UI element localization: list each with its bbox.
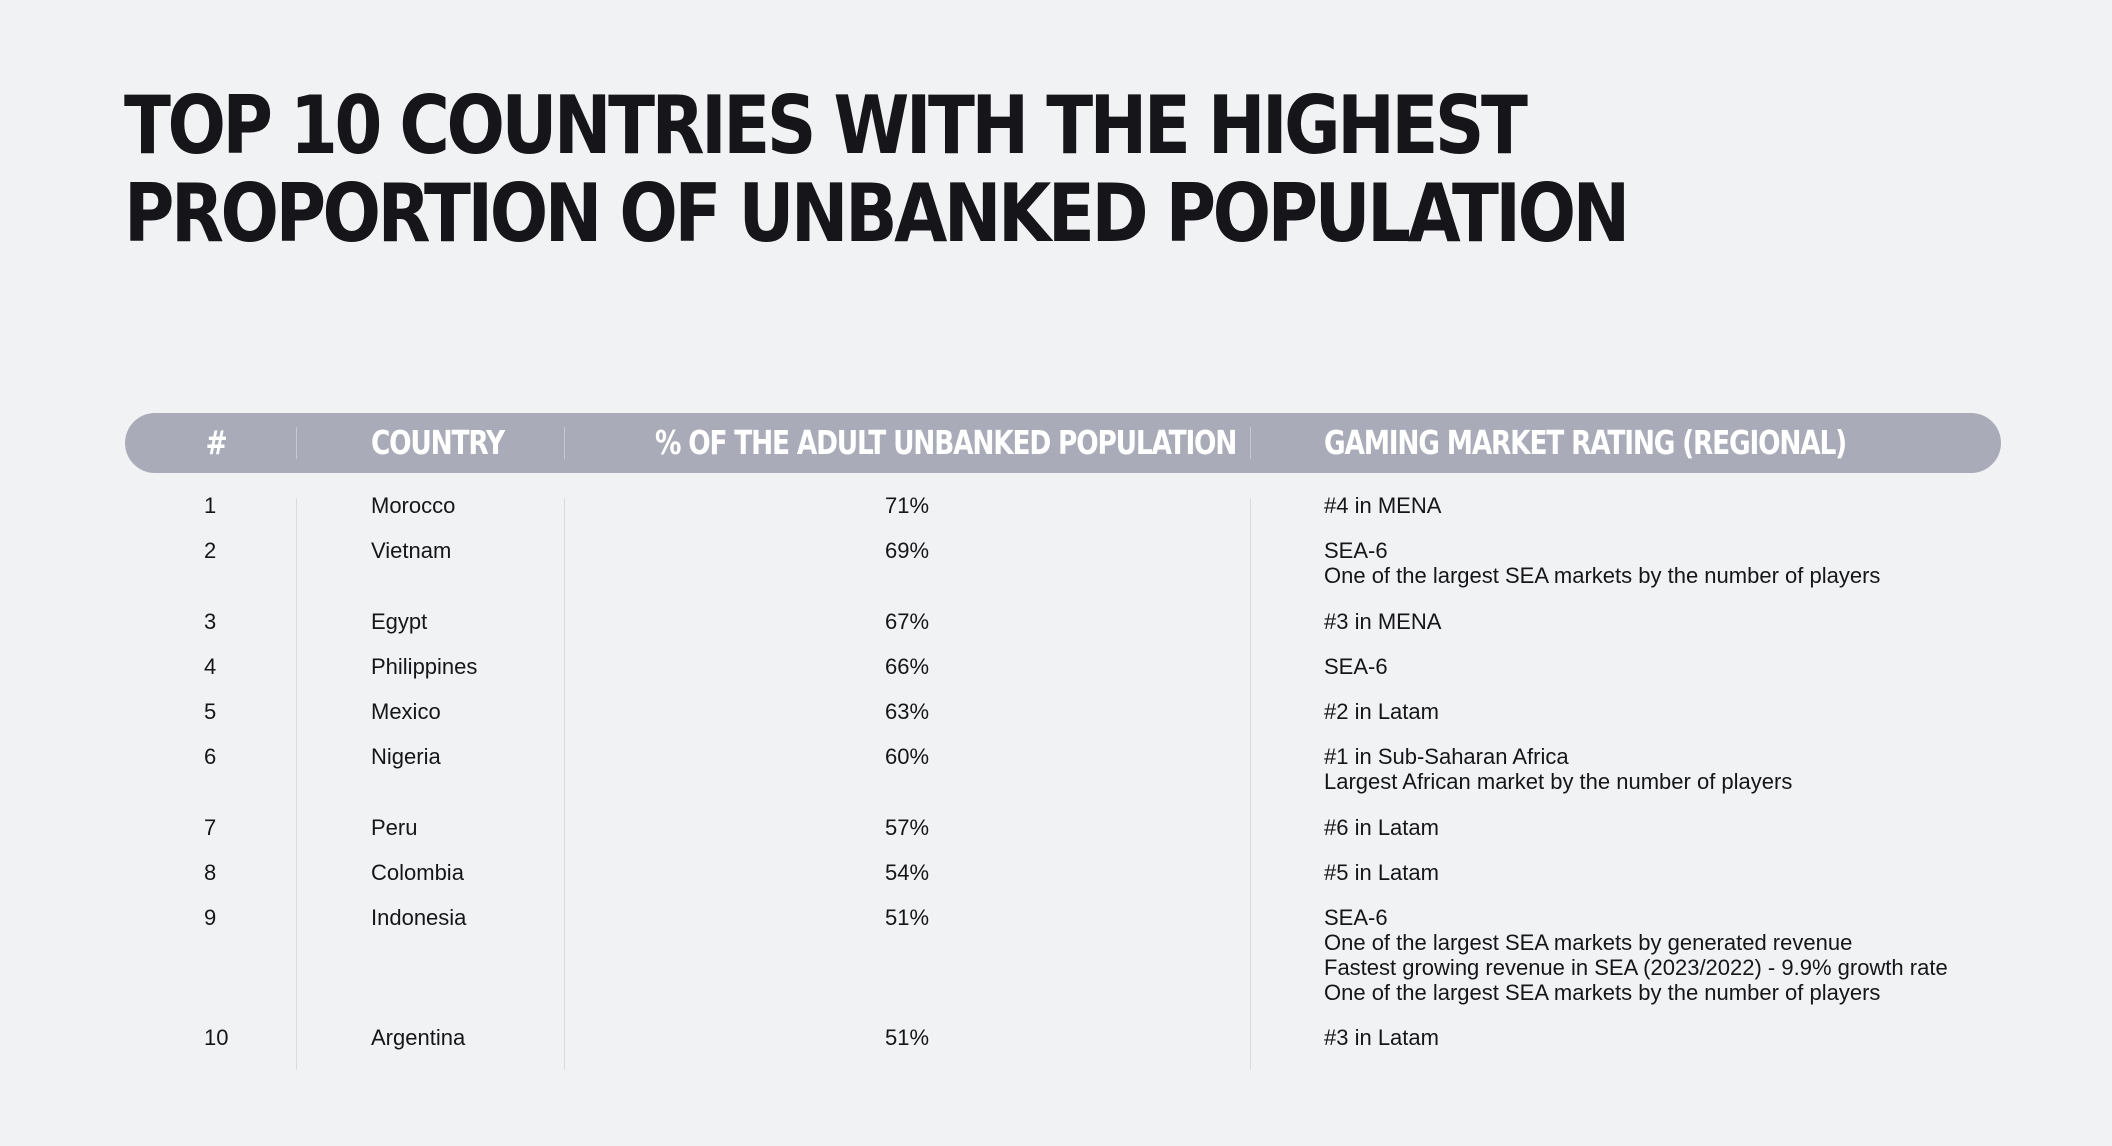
row-number: 7 bbox=[204, 815, 217, 840]
row-rating: #2 in Latam bbox=[1324, 699, 1439, 724]
row-country: Morocco bbox=[371, 493, 456, 518]
header-divider bbox=[564, 427, 565, 459]
row-percent: 54% bbox=[885, 860, 930, 885]
row-number: 3 bbox=[204, 609, 217, 634]
table-body: 1 Morocco 71% #4 in MENA 2 Vietnam 69% S… bbox=[125, 473, 2001, 1070]
row-percent: 63% bbox=[885, 699, 930, 724]
rating-line: One of the largest SEA markets by the nu… bbox=[1324, 563, 1881, 588]
row-percent: 71% bbox=[885, 493, 930, 518]
header-percent: % OF THE ADULT UNBANKED POPULATION bbox=[655, 423, 1237, 462]
rating-line: One of the largest SEA markets by the nu… bbox=[1324, 980, 1881, 1005]
row-country: Argentina bbox=[371, 1025, 466, 1050]
header-divider bbox=[1250, 427, 1251, 459]
rating-line: #3 in MENA bbox=[1324, 609, 1442, 634]
page-title-line-1: TOP 10 COUNTRIES WITH THE HIGHEST bbox=[124, 79, 1528, 172]
header-rating: GAMING MARKET RATING (REGIONAL) bbox=[1324, 423, 1847, 462]
row-percent: 67% bbox=[885, 609, 930, 634]
rating-line: SEA-6 bbox=[1324, 538, 1388, 563]
table-row: 7 Peru 57% #6 in Latam bbox=[125, 807, 2001, 852]
rating-line: #5 in Latam bbox=[1324, 860, 1439, 885]
column-divider bbox=[296, 498, 297, 1070]
table-row: 3 Egypt 67% #3 in MENA bbox=[125, 601, 2001, 646]
row-percent: 51% bbox=[885, 905, 930, 930]
table-row: 6 Nigeria 60% #1 in Sub-Saharan Africa L… bbox=[125, 736, 2001, 807]
row-country: Philippines bbox=[371, 654, 478, 679]
unbanked-countries-table: # COUNTRY % OF THE ADULT UNBANKED POPULA… bbox=[125, 413, 2001, 1070]
page-title: TOP 10 COUNTRIES WITH THE HIGHEST PROPOR… bbox=[124, 79, 1630, 260]
row-rating: SEA-6 One of the largest SEA markets by … bbox=[1324, 905, 1948, 1005]
header-divider bbox=[296, 427, 297, 459]
row-percent: 69% bbox=[885, 538, 930, 563]
row-country: Vietnam bbox=[371, 538, 452, 563]
table-row: 1 Morocco 71% #4 in MENA bbox=[125, 485, 2001, 530]
row-country: Nigeria bbox=[371, 744, 441, 769]
column-divider bbox=[1250, 498, 1251, 1070]
column-divider bbox=[564, 498, 565, 1070]
table-row: 2 Vietnam 69% SEA-6 One of the largest S… bbox=[125, 530, 2001, 601]
row-number: 1 bbox=[204, 493, 217, 518]
page-title-line-2: PROPORTION OF UNBANKED POPULATION bbox=[124, 167, 1630, 260]
table-row: 10 Argentina 51% #3 in Latam bbox=[125, 1017, 2001, 1062]
table-row: 8 Colombia 54% #5 in Latam bbox=[125, 852, 2001, 897]
header-number: # bbox=[205, 423, 228, 462]
rating-line: SEA-6 bbox=[1324, 905, 1388, 930]
row-number: 9 bbox=[204, 905, 217, 930]
row-number: 4 bbox=[204, 654, 217, 679]
rating-line: #6 in Latam bbox=[1324, 815, 1439, 840]
rating-line: Fastest growing revenue in SEA (2023/202… bbox=[1324, 955, 1948, 980]
row-number: 10 bbox=[204, 1025, 229, 1050]
row-number: 5 bbox=[204, 699, 217, 724]
table-row: 4 Philippines 66% SEA-6 bbox=[125, 646, 2001, 691]
row-country: Colombia bbox=[371, 860, 464, 885]
row-rating: SEA-6 One of the largest SEA markets by … bbox=[1324, 538, 1880, 588]
row-rating: #5 in Latam bbox=[1324, 860, 1439, 885]
row-rating: #4 in MENA bbox=[1324, 493, 1441, 518]
row-rating: #6 in Latam bbox=[1324, 815, 1439, 840]
row-percent: 66% bbox=[885, 654, 930, 679]
row-rating: SEA-6 bbox=[1324, 654, 1388, 679]
row-percent: 57% bbox=[885, 815, 930, 840]
row-number: 8 bbox=[204, 860, 217, 885]
row-percent: 60% bbox=[885, 744, 930, 769]
rating-line: One of the largest SEA markets by genera… bbox=[1324, 930, 1853, 955]
row-number: 6 bbox=[204, 744, 217, 769]
row-country: Mexico bbox=[371, 699, 441, 724]
rating-line: #2 in Latam bbox=[1324, 699, 1439, 724]
row-country: Egypt bbox=[371, 609, 428, 634]
row-number: 2 bbox=[204, 538, 217, 563]
rating-line: SEA-6 bbox=[1324, 654, 1388, 679]
rating-line: #1 in Sub-Saharan Africa bbox=[1324, 744, 1569, 769]
header-country: COUNTRY bbox=[371, 423, 505, 462]
table-row: 9 Indonesia 51% SEA-6 One of the largest… bbox=[125, 897, 2001, 1017]
table-row: 5 Mexico 63% #2 in Latam bbox=[125, 691, 2001, 736]
row-rating: #3 in MENA bbox=[1324, 609, 1441, 634]
table-header: # COUNTRY % OF THE ADULT UNBANKED POPULA… bbox=[125, 413, 2001, 473]
row-percent: 51% bbox=[885, 1025, 930, 1050]
row-rating: #1 in Sub-Saharan Africa Largest African… bbox=[1324, 744, 1792, 794]
row-country: Indonesia bbox=[371, 905, 467, 930]
rating-line: Largest African market by the number of … bbox=[1324, 769, 1793, 794]
rating-line: #4 in MENA bbox=[1324, 493, 1442, 518]
row-rating: #3 in Latam bbox=[1324, 1025, 1439, 1050]
rating-line: #3 in Latam bbox=[1324, 1025, 1439, 1050]
row-country: Peru bbox=[371, 815, 418, 840]
